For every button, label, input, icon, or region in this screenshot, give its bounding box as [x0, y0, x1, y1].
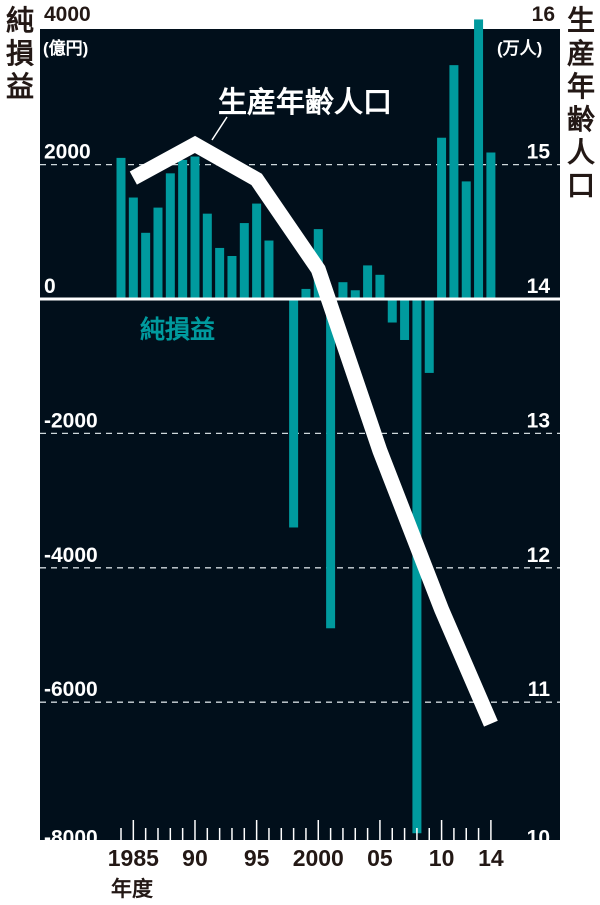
x-tick-label: 14	[478, 845, 504, 871]
bar-2010	[437, 137, 447, 299]
x-axis-label: 年度	[111, 877, 153, 900]
left-tick-label: -8000	[44, 827, 98, 850]
bar-1991	[202, 213, 212, 299]
x-tick-label: 10	[429, 845, 455, 871]
x-tick-label: 2000	[293, 845, 344, 871]
left-title-char: 益	[6, 71, 34, 102]
bar-2009	[424, 299, 434, 373]
bar-1996	[264, 240, 274, 299]
left-tick-label: -4000	[44, 544, 98, 567]
bar-2012	[461, 181, 471, 299]
bar-1998	[289, 299, 299, 528]
x-tick-label: 05	[367, 845, 393, 871]
right-title-char: 生	[567, 5, 595, 36]
right-title-char: 口	[567, 170, 595, 201]
bar-2004	[363, 265, 373, 299]
bar-1984	[116, 157, 126, 299]
right-title-char: 人	[567, 137, 595, 168]
bar-2005	[375, 274, 385, 299]
bar-2013	[474, 19, 484, 300]
right-tick-label: 14	[527, 275, 551, 298]
bar-1989	[178, 159, 188, 299]
left-axis-title: 純損益	[6, 5, 34, 102]
bar-2002	[338, 282, 348, 299]
left-tick-label: 2000	[44, 141, 91, 164]
left-title-char: 純	[6, 5, 34, 36]
left-tick-label: -6000	[44, 678, 98, 701]
right-title-char: 齢	[567, 103, 595, 135]
x-tick-label: 95	[244, 845, 270, 871]
line-label-leader	[211, 116, 228, 141]
right-tick-label: 11	[528, 678, 551, 701]
left-tick-label: 0	[44, 275, 56, 298]
x-tick-label: 90	[182, 845, 208, 871]
bar-1995	[252, 203, 262, 299]
right-axis-title: 生産年齢人口	[567, 5, 595, 201]
bar-1993	[227, 255, 237, 299]
right-tick-label: 13	[527, 409, 550, 432]
bar-2014	[486, 152, 496, 299]
x-tick-label: 1985	[108, 845, 159, 871]
bar-1988	[165, 173, 175, 299]
population-line	[129, 135, 498, 727]
bar-1994	[239, 223, 249, 299]
right-tick-label: 10	[527, 827, 550, 850]
bar-1987	[153, 207, 163, 299]
right-title-char: 産	[567, 37, 595, 69]
bar-2001	[326, 299, 336, 629]
right-tick-label: 15	[527, 141, 551, 164]
bar-1992	[215, 247, 225, 299]
left-tick-label: 4000	[44, 3, 91, 26]
bar-2006	[387, 299, 397, 323]
line-series-label: 生産年齢人口	[218, 85, 392, 119]
left-unit: (億円)	[43, 38, 88, 58]
bar-1985	[128, 197, 138, 299]
left-tick-label: -2000	[44, 409, 98, 432]
bar-1990	[190, 156, 200, 299]
bar-2003	[350, 290, 360, 299]
bar-2007	[400, 299, 410, 340]
bar-1986	[141, 232, 151, 299]
left-title-char: 損	[6, 38, 34, 69]
right-tick-label: 16	[532, 3, 555, 26]
right-title-char: 年	[567, 70, 595, 102]
right-tick-label: 12	[527, 544, 550, 567]
bar-2011	[449, 65, 459, 299]
bar-series-label: 純損益	[140, 315, 215, 344]
bar-1999	[301, 288, 311, 299]
right-unit: (万人)	[497, 39, 542, 58]
